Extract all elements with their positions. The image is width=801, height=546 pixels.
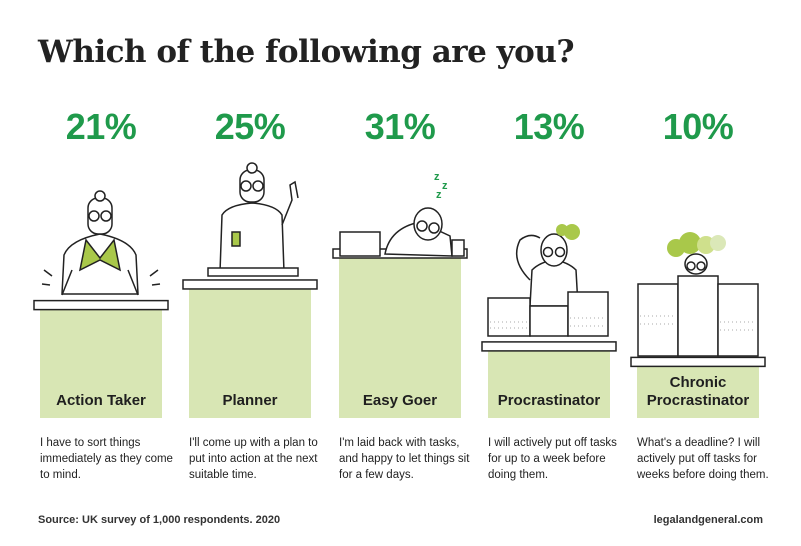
- chart-title: Which of the following are you?: [38, 34, 575, 70]
- action-taker-illustration: [41, 190, 161, 296]
- website-link[interactable]: legalandgeneral.com: [653, 514, 763, 526]
- category-label-chronic-procrastinator-line-2: Procrastinator: [647, 392, 750, 409]
- bar-action-taker: [40, 309, 162, 418]
- desk-top-chronic-procrastinator: [630, 356, 766, 368]
- svg-text:z: z: [436, 189, 442, 201]
- easy-goer-illustration: [339, 207, 465, 257]
- description-planner: I'll come up with a plan to put into act…: [189, 437, 318, 481]
- procrastinator-illustration: [487, 224, 609, 337]
- planner-illustration: [207, 162, 299, 277]
- description-action-taker: I have to sort things immediately as the…: [40, 437, 173, 481]
- category-label-procrastinator: Procrastinator: [498, 392, 601, 409]
- value-label-action-taker: 21%: [65, 106, 137, 147]
- description-easy-goer: I'm laid back with tasks, and happy to l…: [339, 437, 470, 481]
- bar-easy-goer: [339, 258, 461, 418]
- description-procrastinator: I will actively put off tasks for up to …: [488, 437, 617, 481]
- svg-text:z: z: [434, 171, 440, 183]
- category-label-chronic-procrastinator-line-1: Chronic: [670, 374, 727, 391]
- category-label-action-taker: Action Taker: [56, 392, 146, 409]
- bar-procrastinator: [488, 350, 610, 418]
- bar-chronic-procrastinator: [637, 366, 759, 418]
- value-label-planner: 25%: [214, 106, 286, 147]
- category-label-easy-goer: Easy Goer: [363, 392, 437, 409]
- svg-text:z: z: [442, 180, 448, 192]
- chronic-procrastinator-illustration: [637, 232, 759, 357]
- bar-planner: [189, 288, 311, 418]
- desk-top-procrastinator: [481, 341, 617, 352]
- category-label-planner: Planner: [222, 392, 277, 409]
- desk-top-action-taker: [33, 299, 169, 311]
- desk-top-planner: [182, 279, 318, 290]
- sleep-icon: z z z: [434, 171, 448, 201]
- description-chronic-procrastinator: What's a deadline? I will actively put o…: [637, 437, 769, 481]
- source-note: Source: UK survey of 1,000 respondents. …: [38, 514, 281, 526]
- value-label-procrastinator: 13%: [513, 106, 585, 147]
- value-label-easy-goer: 31%: [364, 106, 436, 147]
- value-label-chronic-procrastinator: 10%: [662, 106, 734, 147]
